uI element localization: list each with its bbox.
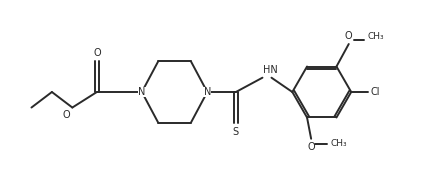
Text: N: N — [203, 87, 210, 97]
Text: Cl: Cl — [370, 87, 379, 97]
Text: N: N — [138, 87, 145, 97]
Text: S: S — [232, 127, 238, 137]
Text: CH₃: CH₃ — [330, 139, 347, 148]
Text: HN: HN — [263, 65, 277, 75]
Text: O: O — [344, 31, 352, 41]
Text: O: O — [306, 142, 314, 152]
Text: O: O — [93, 48, 100, 58]
Text: CH₃: CH₃ — [366, 32, 383, 41]
Text: O: O — [62, 110, 70, 120]
